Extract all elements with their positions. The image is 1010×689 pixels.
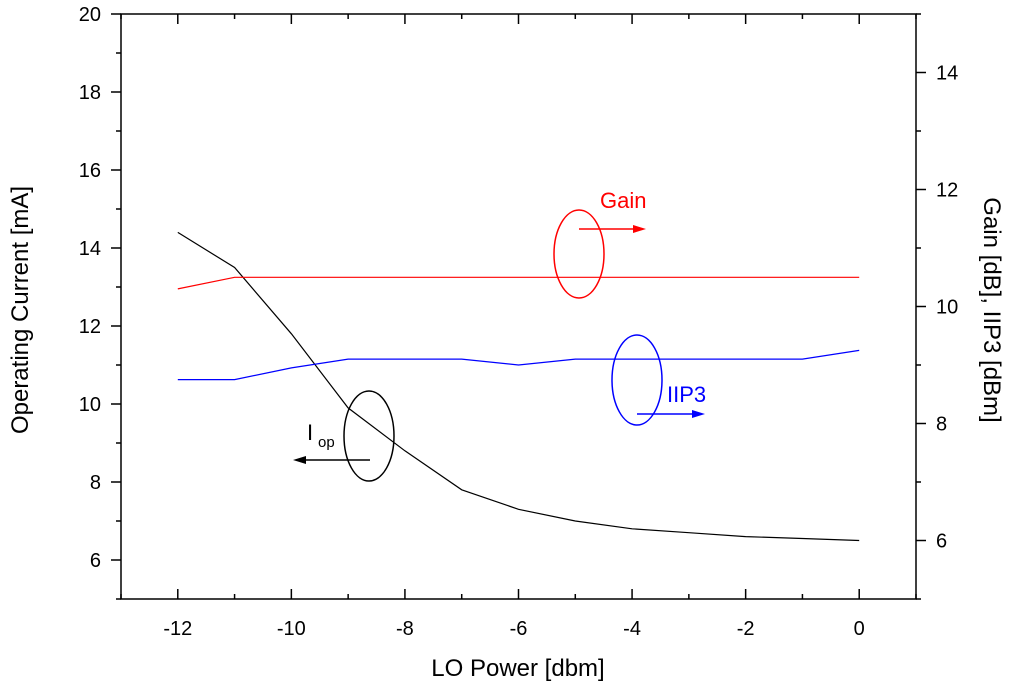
right-y-tick-label: 12 [936, 180, 958, 202]
x-tick-label: -2 [737, 618, 755, 640]
x-tick-label: 0 [854, 618, 865, 640]
x-axis-ticks: -12 -10 -8 -6 -4 -2 0 [120, 14, 917, 640]
right-y-tick-label: 10 [936, 297, 958, 319]
x-tick-label: -12 [163, 618, 192, 640]
iip3-annotation-label: IIP3 [667, 382, 706, 407]
left-y-tick-label: 12 [79, 316, 101, 338]
right-y-tick-label: 14 [936, 63, 958, 85]
series-line-gain [177, 276, 860, 290]
iop-annotation-arrow-head [293, 456, 306, 464]
series-line-iop [177, 231, 860, 542]
left-y-tick-label: 14 [79, 238, 101, 260]
iop-annotation-subscript: op [318, 434, 335, 451]
series-group [177, 231, 860, 542]
plot-frame [120, 13, 917, 600]
iip3-annotation-ellipse [611, 334, 663, 426]
right-y-tick-label: 6 [936, 531, 947, 553]
series-line-iip3 [177, 349, 860, 381]
x-tick-label: -8 [396, 618, 414, 640]
gain-annotation-ellipse [553, 209, 605, 299]
right-y-tick-label: 8 [936, 414, 947, 436]
left-y-tick-label: 6 [90, 550, 101, 572]
right-y-axis-title: Gain [dB], IIP3 [dBm] [978, 197, 1005, 422]
x-tick-label: -10 [277, 618, 306, 640]
left-y-axis-title: Operating Current [mA] [7, 186, 34, 434]
x-axis-title: LO Power [dbm] [431, 655, 604, 682]
left-y-tick-label: 18 [79, 82, 101, 104]
left-y-tick-label: 8 [90, 472, 101, 494]
left-y-tick-label: 20 [79, 4, 101, 26]
right-y-axis-ticks: 6 8 10 12 14 [916, 13, 958, 600]
iip3-annotation-arrow-head [692, 410, 705, 418]
iop-annotation-ellipse [343, 390, 395, 482]
gain-annotation-label: Gain [600, 188, 646, 213]
iop-annotation-label: I [307, 420, 313, 445]
x-tick-label: -6 [510, 618, 528, 640]
left-y-axis-ticks: 6 8 10 12 14 16 18 20 [79, 4, 121, 600]
x-tick-label: -4 [623, 618, 641, 640]
left-y-tick-label: 10 [79, 394, 101, 416]
gain-annotation-arrow-head [633, 225, 646, 233]
left-y-tick-label: 16 [79, 160, 101, 182]
